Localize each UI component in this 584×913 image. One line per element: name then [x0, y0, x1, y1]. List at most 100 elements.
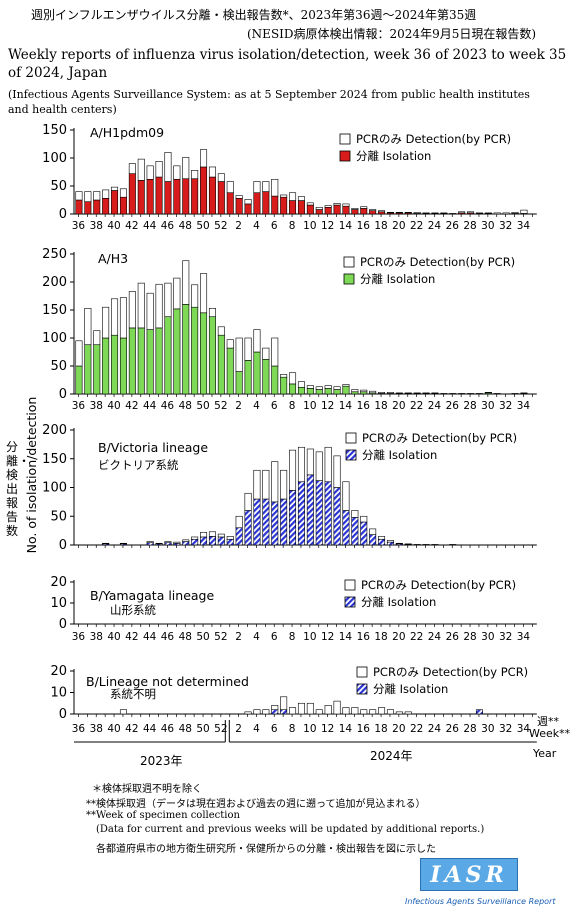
bar-pcr-only [422, 392, 430, 394]
panel-subtitle: 山形系統 [110, 603, 156, 617]
x-tick-label: 18 [374, 400, 387, 412]
x-tick-label: 6 [271, 220, 278, 232]
bar-pcr-only [200, 532, 208, 538]
x-tick-label: 12 [321, 220, 334, 232]
bar-pcr-only [449, 544, 457, 546]
x-tick-label: 2 [235, 220, 242, 232]
bar-pcr-only [324, 205, 332, 208]
x-tick-label: 48 [179, 400, 192, 412]
y-tick-label: 0 [59, 387, 67, 402]
bar-isolation [271, 501, 279, 546]
bar-pcr-only [146, 165, 154, 180]
bar-pcr-only [449, 393, 457, 395]
bar-pcr-only [182, 157, 190, 180]
x-tick-label: 24 [428, 723, 442, 735]
bar-pcr-only [306, 385, 314, 389]
bar-isolation [280, 498, 288, 546]
bar-pcr-only [342, 203, 350, 207]
bar-isolation [111, 190, 119, 215]
year-2023-label: 2023年 [140, 754, 183, 768]
bar-pcr-only [289, 192, 297, 201]
bar-isolation [235, 371, 243, 395]
bar-pcr-only [422, 544, 430, 546]
x-tick-label: 16 [357, 400, 371, 412]
bar-isolation [271, 709, 279, 715]
legend-label-isolation: 分離 Isolation [360, 272, 435, 286]
y-tick-label: 20 [50, 664, 67, 679]
x-tick-label: 34 [517, 220, 531, 232]
x-tick-label: 40 [107, 631, 120, 643]
bar-isolation [217, 536, 225, 546]
y-tick-label: 20 [50, 575, 67, 590]
bar-pcr-only [280, 696, 288, 710]
bar-isolation [164, 542, 172, 546]
bar-pcr-only [146, 292, 154, 330]
bar-isolation [333, 487, 341, 546]
bar-isolation [342, 385, 350, 395]
title-ja: 週別インフルエンザウイルス分離・検出報告数*、2023年第36週〜2024年第3… [31, 8, 477, 22]
xaxis-label-ja: 週** [537, 715, 559, 728]
x-tick-label: 28 [463, 220, 476, 232]
x-tick-label: 16 [357, 723, 371, 735]
bar-pcr-only [369, 709, 377, 715]
bar-pcr-only [289, 707, 297, 715]
bar-pcr-only [102, 189, 110, 199]
bar-isolation [475, 709, 483, 715]
bar-pcr-only [440, 212, 448, 214]
y-tick-label: 150 [42, 303, 67, 318]
x-tick-label: 30 [481, 400, 494, 412]
xaxis-label-en: Week** [529, 727, 571, 740]
bar-isolation [93, 199, 101, 215]
x-tick-label: 44 [143, 400, 157, 412]
year-2024-label: 2024年 [370, 749, 413, 763]
bar-pcr-only [360, 709, 368, 715]
panel-3: 0 50 100 150 200 B/Victoria lineage ビクトリア系統 PCR… [42, 423, 537, 553]
bar-pcr-only [351, 707, 359, 715]
panel-title: B/Yamagata lineage [90, 588, 214, 603]
bar-isolation [280, 376, 288, 395]
y-tick-label: 150 [42, 452, 67, 467]
bar-pcr-only [315, 451, 323, 481]
bar-isolation [217, 181, 225, 215]
bar-isolation [244, 360, 252, 395]
bar-pcr-only [271, 461, 279, 503]
y-tick-label: 150 [42, 123, 67, 138]
legend-swatch-isolation [343, 273, 355, 285]
bar-isolation [333, 389, 341, 395]
x-tick-label: 28 [463, 723, 476, 735]
x-tick-label: 44 [143, 220, 157, 232]
bar-isolation [191, 178, 199, 215]
bar-pcr-only [413, 212, 421, 214]
bar-isolation [297, 481, 305, 546]
bar-pcr-only [440, 393, 448, 395]
bar-pcr-only [378, 392, 386, 394]
x-tick-label: 32 [499, 631, 512, 643]
bar-isolation [208, 536, 216, 546]
x-tick-label: 48 [179, 723, 192, 735]
x-tick-label: 28 [463, 400, 476, 412]
bar-pcr-only [493, 212, 501, 215]
y-tick-label: 10 [50, 596, 67, 611]
bar-pcr-only [324, 385, 332, 389]
bar-isolation [271, 195, 279, 215]
bar-pcr-only [413, 392, 421, 394]
bar-pcr-only [333, 455, 341, 488]
y-tick-label: 250 [42, 247, 67, 262]
x-tick-label: 50 [196, 723, 209, 735]
x-tick-label: 24 [428, 220, 442, 232]
x-tick-label: 18 [374, 723, 387, 735]
bar-pcr-only [155, 542, 163, 545]
year-brackets [74, 720, 537, 743]
bar-isolation [378, 211, 386, 215]
bar-isolation [235, 527, 243, 546]
y-tick-label: 50 [50, 509, 67, 524]
bar-isolation [164, 181, 172, 215]
bar-isolation [289, 490, 297, 546]
bar-pcr-only [315, 386, 323, 390]
bar-pcr-only [351, 510, 359, 518]
bar-pcr-only [511, 393, 519, 395]
bar-pcr-only [378, 707, 386, 715]
bar-pcr-only [182, 260, 190, 305]
bar-isolation [297, 386, 305, 395]
